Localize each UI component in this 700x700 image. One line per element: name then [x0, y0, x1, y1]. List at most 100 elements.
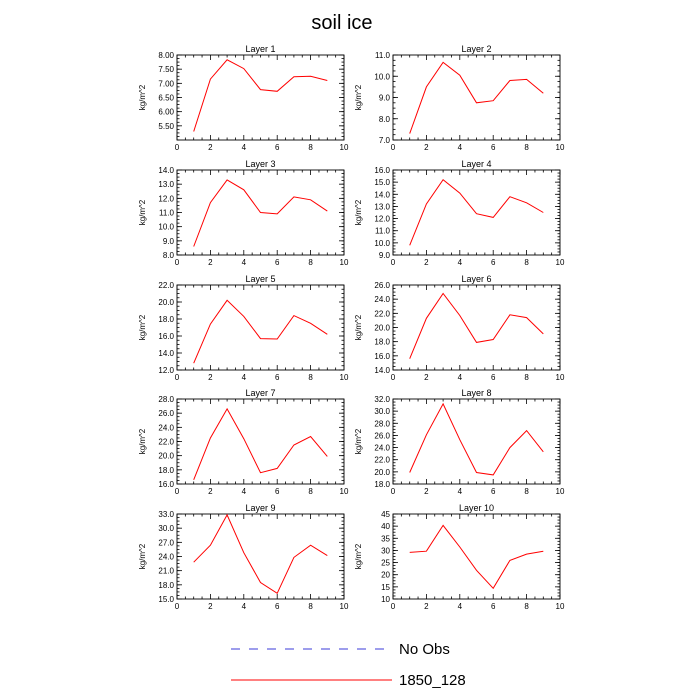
chart-4-ytick-label: 20.0 [158, 298, 174, 307]
chart-9-ylabel: kg/m^2 [354, 543, 363, 569]
chart-7-ytick-label: 28.0 [374, 419, 390, 428]
chart-2-ytick-label: 11.0 [159, 209, 175, 218]
chart-5-ytick-label: 20.0 [374, 324, 390, 333]
chart-1-frame [392, 54, 561, 141]
chart-9-ytick-label: 10 [381, 595, 390, 604]
chart-2-xtick-label: 4 [242, 258, 247, 267]
chart-1-ytick-label: 9.0 [379, 94, 391, 103]
chart-6-frame [176, 398, 345, 485]
chart-6-ytick-label: 26.0 [158, 409, 174, 418]
chart-3-title: Layer 4 [461, 159, 491, 169]
chart-0-xtick-label: 6 [275, 143, 280, 152]
chart-8-panel: Layer 9 0 2 4 6 8 10 15.0 18.0 21.0 24.0 27.0 30.0 33… [138, 503, 349, 611]
chart-5-ytick-label: 22.0 [374, 309, 390, 318]
chart-9-xtick-label: 6 [491, 602, 496, 611]
chart-4-ytick-label: 18.0 [158, 315, 174, 324]
chart-3-xtick-label: 0 [391, 258, 396, 267]
chart-7-ytick-label: 20.0 [374, 468, 390, 477]
chart-4-xtick-label: 0 [175, 373, 180, 382]
chart-0-xtick-label: 10 [340, 143, 349, 152]
chart-3-ytick-label: 10.0 [374, 239, 390, 248]
chart-1-ytick-label: 10.0 [374, 72, 390, 81]
chart-9-series-line [409, 524, 544, 590]
chart-9-xtick-label: 2 [424, 602, 429, 611]
chart-9-frame [392, 513, 561, 600]
chart-8-ytick-label: 15.0 [158, 595, 174, 604]
chart-4-xtick-label: 10 [340, 373, 349, 382]
chart-6-xtick-label: 6 [275, 487, 280, 496]
chart-9-ytick-label: 40 [381, 522, 390, 531]
chart-7-title: Layer 8 [461, 388, 491, 398]
chart-9-xtick-label: 8 [524, 602, 529, 611]
chart-1-xtick-label: 8 [524, 143, 529, 152]
chart-3-ytick-label: 9.0 [379, 251, 391, 260]
chart-9-ytick-label: 30 [381, 546, 390, 555]
chart-7-panel: Layer 8 0 2 4 6 8 10 18.0 20.0 22.0 24.0 26.0 28.0 30… [354, 388, 565, 496]
chart-8-ylabel: kg/m^2 [138, 543, 147, 569]
chart-7-xtick-label: 6 [491, 487, 496, 496]
chart-3-xtick-label: 8 [524, 258, 529, 267]
chart-8-xtick-label: 0 [175, 602, 180, 611]
chart-4-xtick-label: 8 [308, 373, 313, 382]
chart-4-ylabel: kg/m^2 [138, 314, 147, 340]
chart-0-title: Layer 1 [245, 44, 275, 54]
chart-5-ytick-label: 16.0 [374, 352, 390, 361]
chart-9-xtick-label: 0 [391, 602, 396, 611]
chart-3-series-line [409, 178, 544, 246]
chart-8-ytick-label: 24.0 [158, 553, 174, 562]
chart-7-ytick-label: 32.0 [374, 395, 390, 404]
chart-0-ylabel: kg/m^2 [138, 84, 147, 110]
chart-7-ytick-label: 26.0 [374, 431, 390, 440]
chart-6-ytick-label: 20.0 [158, 452, 174, 461]
chart-6-xtick-label: 8 [308, 487, 313, 496]
chart-9-ytick-label: 45 [381, 510, 390, 519]
chart-5-frame [392, 284, 561, 371]
chart-4-title: Layer 5 [245, 274, 275, 284]
chart-3-xtick-label: 6 [491, 258, 496, 267]
chart-4-series-line [193, 299, 328, 364]
chart-1-ylabel: kg/m^2 [354, 84, 363, 110]
chart-3-xtick-label: 4 [458, 258, 463, 267]
chart-1-xtick-label: 4 [458, 143, 463, 152]
chart-4-frame [176, 284, 345, 371]
chart-5-xtick-label: 6 [491, 373, 496, 382]
chart-8-xtick-label: 10 [340, 602, 349, 611]
chart-5-ytick-label: 18.0 [374, 338, 390, 347]
chart-0-ytick-label: 7.50 [158, 65, 174, 74]
chart-6-ylabel: kg/m^2 [138, 428, 147, 454]
chart-6-series-line [193, 407, 328, 480]
chart-9-panel: Layer 10 0 2 4 6 8 10 10 15 20 25 30 35 40 45 kg/m^2 [354, 503, 565, 611]
chart-2-ytick-label: 9.0 [163, 237, 175, 246]
chart-0-ytick-label: 7.00 [158, 79, 174, 88]
chart-3-xtick-label: 2 [424, 258, 429, 267]
chart-9-ytick-label: 35 [381, 534, 390, 543]
chart-6-ytick-label: 18.0 [158, 466, 174, 475]
chart-8-frame [176, 513, 345, 600]
chart-7-ytick-label: 22.0 [374, 456, 390, 465]
chart-5-xtick-label: 4 [458, 373, 463, 382]
chart-9-ytick-label: 25 [381, 559, 390, 568]
chart-3-ytick-label: 11.0 [375, 227, 391, 236]
chart-1-xtick-label: 6 [491, 143, 496, 152]
chart-0-xtick-label: 4 [242, 143, 247, 152]
chart-0-frame [176, 54, 345, 141]
chart-5-ytick-label: 24.0 [374, 295, 390, 304]
chart-2-ylabel: kg/m^2 [138, 199, 147, 225]
chart-6-xtick-label: 10 [340, 487, 349, 496]
chart-7-ylabel: kg/m^2 [354, 428, 363, 454]
chart-4-ytick-label: 14.0 [158, 349, 174, 358]
chart-1-ytick-label: 11.0 [375, 51, 391, 60]
chart-4-xtick-label: 4 [242, 373, 247, 382]
chart-3-ytick-label: 15.0 [374, 178, 390, 187]
chart-2-ytick-label: 10.0 [158, 223, 174, 232]
chart-2-xtick-label: 10 [340, 258, 349, 267]
chart-3-xtick-label: 10 [556, 258, 565, 267]
chart-6-ytick-label: 24.0 [158, 423, 174, 432]
chart-2-ytick-label: 12.0 [158, 194, 174, 203]
chart-5-xtick-label: 0 [391, 373, 396, 382]
chart-5-ytick-label: 26.0 [374, 281, 390, 290]
chart-5-ylabel: kg/m^2 [354, 314, 363, 340]
chart-6-xtick-label: 4 [242, 487, 247, 496]
chart-6-ytick-label: 16.0 [158, 480, 174, 489]
chart-2-ytick-label: 13.0 [158, 180, 174, 189]
